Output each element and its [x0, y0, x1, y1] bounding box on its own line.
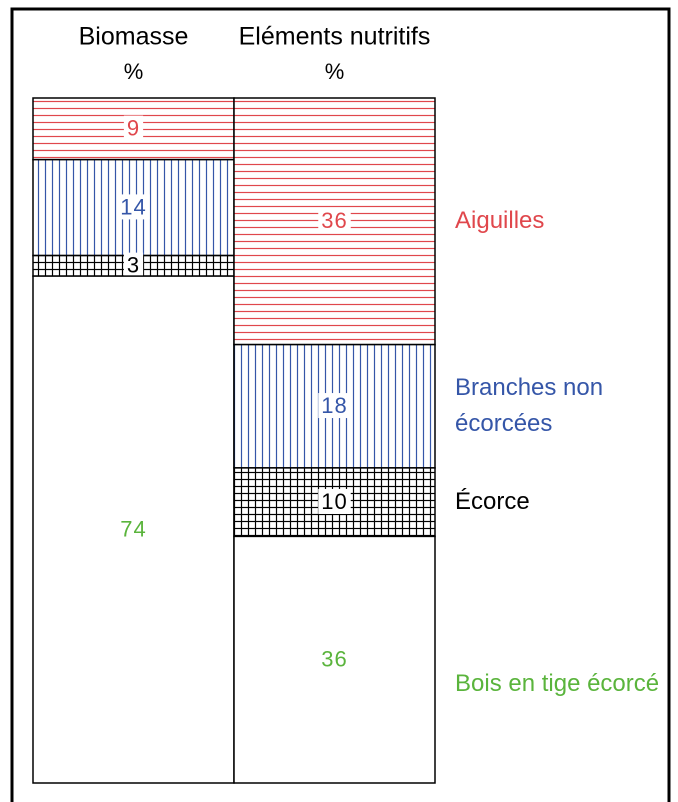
- data-label-bg: [318, 393, 351, 419]
- data-label-bg: [123, 115, 144, 141]
- frame: [10, 7, 671, 802]
- data-label-bg: [318, 208, 351, 234]
- data-label: 10: [321, 489, 347, 514]
- bar-segment: [32, 275, 235, 784]
- data-label-bg: [117, 194, 150, 220]
- data-label: 36: [321, 647, 347, 672]
- category-label: Eléments nutritifs: [239, 23, 431, 51]
- data-label: 14: [120, 194, 146, 219]
- data-label: 36: [321, 208, 347, 233]
- legend-entry: Bois en tige écorcé: [455, 669, 660, 697]
- unit-label: %: [325, 59, 345, 84]
- legend-entry: Branches non écorcées: [455, 374, 604, 438]
- data-label: 18: [321, 393, 347, 418]
- data-label-bg: [123, 252, 144, 278]
- category-label: Biomasse: [79, 23, 189, 51]
- unit-label: %: [124, 59, 144, 84]
- bar-segment: [233, 535, 436, 784]
- data-label: 74: [120, 516, 146, 541]
- data-label: 9: [127, 116, 140, 141]
- legend-entry: Aiguilles: [455, 207, 545, 235]
- legend-entry: Écorce: [455, 488, 530, 516]
- data-label-bg: [318, 488, 351, 514]
- data-label: 3: [127, 253, 140, 278]
